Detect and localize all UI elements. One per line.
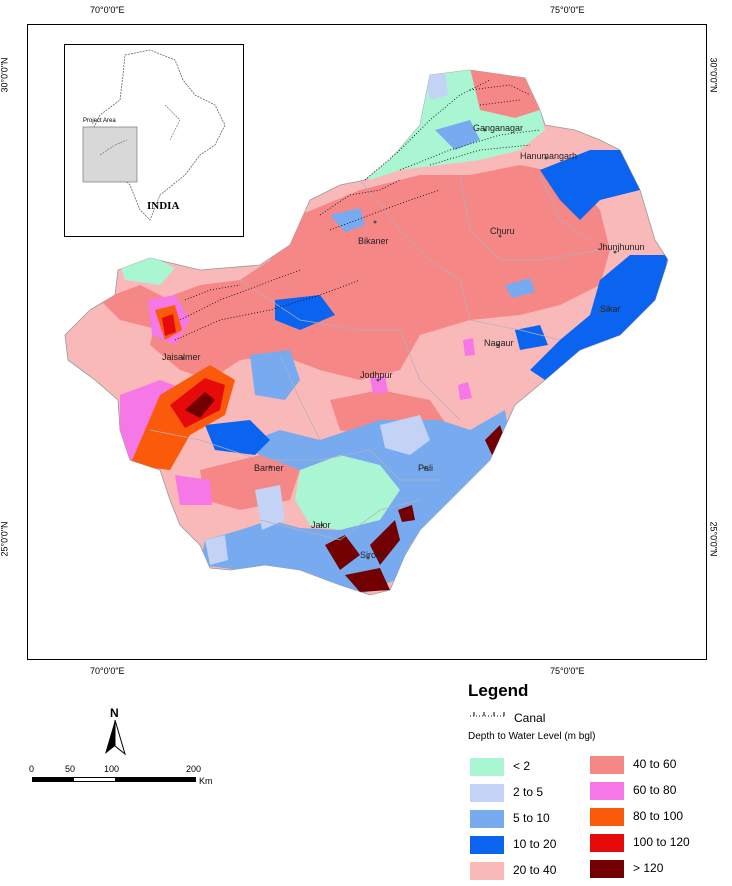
zone-40-60-north bbox=[470, 70, 540, 118]
canal-network bbox=[174, 79, 541, 341]
zone-gt120-south bbox=[398, 505, 415, 522]
zone-60-80-barmer bbox=[175, 475, 212, 505]
legend-swatch bbox=[470, 784, 504, 802]
legend-subtitle: Depth to Water Level (m bgl) bbox=[468, 731, 596, 742]
legend-swatch bbox=[590, 860, 624, 878]
map-frame bbox=[27, 24, 707, 660]
zone-gt120-pali bbox=[485, 425, 505, 455]
legend-swatch bbox=[590, 782, 624, 800]
district-boundaries bbox=[149, 174, 601, 541]
zone-2-5-jalor bbox=[255, 485, 285, 530]
legend-swatch bbox=[470, 758, 504, 776]
lon-label-bottom-70: 70°0'0"E bbox=[90, 666, 125, 676]
city-label-barmer: Barmer bbox=[254, 463, 284, 473]
city-label-sirohi: Sirohi bbox=[360, 550, 384, 560]
zone-10-20-nagaur bbox=[515, 325, 548, 350]
zone-5-10-churu bbox=[505, 278, 535, 298]
north-arrow-icon bbox=[105, 720, 126, 756]
zone-gt120-sirohi3 bbox=[345, 568, 390, 592]
zone-40-60-central bbox=[150, 165, 610, 380]
zone-10-20-east bbox=[540, 150, 640, 220]
scale-tick-0: 0 bbox=[29, 764, 35, 774]
city-label-nagaur: Nagaur bbox=[484, 338, 514, 348]
lon-label-top-75: 75°0'0"E bbox=[550, 5, 585, 15]
legend-swatch bbox=[590, 808, 624, 826]
scale-tick-100: 100 bbox=[104, 764, 120, 774]
zone-100-120-north bbox=[162, 314, 176, 336]
legend-class-label: 2 to 5 bbox=[513, 785, 544, 799]
legend-swatch bbox=[590, 834, 624, 852]
zone-10-20-central bbox=[275, 295, 335, 330]
legend-class-label: 5 to 10 bbox=[513, 811, 550, 825]
city-label-jhunjhunun: Jhunjhunun bbox=[598, 242, 645, 252]
zone-5-10-north bbox=[435, 120, 480, 150]
scale-unit: Km bbox=[199, 776, 213, 786]
zone-5-10-south bbox=[200, 410, 510, 595]
legend-canal-label: Canal bbox=[514, 711, 546, 725]
legend-class-label: 10 to 20 bbox=[513, 837, 557, 851]
zone-lt2-north bbox=[360, 70, 545, 180]
legend-class-label: 100 to 120 bbox=[633, 835, 690, 849]
legend-class-label: 60 to 80 bbox=[633, 783, 677, 797]
zone-60-80-nagaur bbox=[463, 338, 475, 356]
city-label-bikaner: Bikaner bbox=[358, 236, 389, 246]
zone-gt120-sirohi bbox=[325, 535, 360, 570]
legend-class-label: 20 to 40 bbox=[513, 863, 557, 877]
city-label-hanumangarh: Hanumangarh bbox=[520, 151, 578, 161]
zone-2-5-pali bbox=[380, 415, 430, 455]
city-label-jaisalmer: Jaisalmer bbox=[162, 352, 201, 362]
zone-2-5-north bbox=[425, 70, 448, 100]
inset-map: Project Area INDIA bbox=[64, 44, 244, 237]
city-label-jalor: Jalor bbox=[311, 520, 331, 530]
india-outline bbox=[82, 49, 226, 221]
zone-2-5-sw bbox=[205, 535, 228, 565]
city-label-churu: Churu bbox=[490, 226, 515, 236]
legend-class-label: > 120 bbox=[633, 861, 664, 875]
legend-title: Legend bbox=[468, 681, 529, 700]
city-label-jodhpur: Jodhpur bbox=[360, 370, 393, 380]
zone-60-80-east bbox=[458, 382, 472, 400]
scale-bar bbox=[32, 777, 196, 782]
zone-60-80-jodhpur bbox=[370, 375, 388, 394]
zone-lt2-south bbox=[295, 455, 400, 530]
legend-swatch bbox=[470, 862, 504, 880]
legend-swatch bbox=[470, 836, 504, 854]
scale-tick-200: 200 bbox=[186, 764, 202, 774]
zone-10-20-barmer bbox=[205, 420, 270, 455]
lon-label-bottom-75: 75°0'0"E bbox=[550, 666, 585, 676]
zone-gt120-west bbox=[185, 392, 215, 418]
canal-symbol bbox=[470, 712, 506, 717]
city-label-ganganagar: Ganganagar bbox=[473, 123, 524, 133]
scale-tick-50: 50 bbox=[65, 764, 76, 774]
inset-india-label: INDIA bbox=[147, 200, 180, 212]
zone-gt120-sirohi2 bbox=[370, 520, 400, 565]
city-label-sikar: Sikar bbox=[600, 304, 621, 314]
inset-project-area-label: Project Area bbox=[83, 118, 116, 124]
legend-class-label: 80 to 100 bbox=[633, 809, 684, 823]
legend-class-label: < 2 bbox=[513, 759, 531, 773]
zone-5-10-bikaner bbox=[330, 208, 365, 232]
city-markers bbox=[181, 128, 617, 560]
legend-swatch bbox=[590, 756, 624, 774]
zone-5-10-jaisalmer bbox=[250, 350, 300, 400]
city-label-pali: Pali bbox=[418, 463, 434, 473]
legend-class-label: 40 to 60 bbox=[633, 757, 677, 771]
legend-swatch bbox=[470, 810, 504, 828]
north-arrow-label: N bbox=[110, 706, 119, 720]
zone-10-20-sikar bbox=[530, 255, 668, 380]
lon-label-top-70: 70°0'0"E bbox=[90, 5, 125, 15]
